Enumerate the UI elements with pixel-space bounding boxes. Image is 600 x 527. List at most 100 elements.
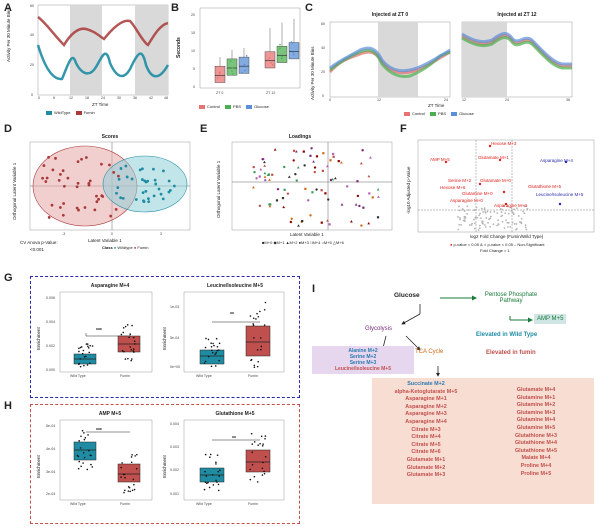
g-plot1-ylabel: Enrichment (36, 327, 41, 350)
c-xtick-l1: 12 (377, 98, 381, 102)
i-tca-right-item: Glutamine M+1 (516, 394, 556, 401)
h2-ytick-1: 0.002 (170, 468, 179, 472)
f-label-4: Serine M+2 (448, 178, 472, 183)
a-xtick-4: 24 (101, 96, 105, 100)
c-legend-glucose: Glucose (459, 111, 474, 116)
f-legend-1: p-value < 0.05 & (453, 242, 483, 247)
h2-ytick-0: 0.001 (170, 492, 179, 496)
d-legend-fumin: Fumin (137, 245, 149, 250)
f-legend-2: p-value < 0.05 – Non-Significant (487, 242, 545, 247)
i-glyco-2: Serine M+3 (349, 360, 377, 366)
i-tca-left-item: alpha-Ketoglutarate M+5 (394, 388, 458, 395)
panel-h-box (30, 404, 300, 524)
night-band-2 (135, 5, 168, 95)
i-tca-right-item: Glutamine M+4 (516, 417, 556, 424)
f-label-1: AMP M+5 (430, 157, 450, 162)
i-tca-box (372, 378, 594, 504)
panel-letter-a: A (4, 2, 12, 14)
panel-d-legend: Class ● Wildtype ● Fumin (102, 245, 149, 250)
f-label-7: Glutamine M+0 (462, 191, 493, 196)
panel-d-plot (29, 141, 191, 231)
i-tca-right-item: Glutamine M+5 (516, 424, 556, 431)
panel-letter-f: F (400, 123, 407, 135)
h-plot1-ylabel: Enrichment (36, 455, 41, 478)
panel-b-plot (199, 7, 301, 89)
g-plot2 (183, 291, 285, 373)
panel-letter-h: H (4, 400, 12, 412)
g1-ytick-1: 0.002 (46, 344, 55, 348)
i-tca-right-item: Proline M+5 (520, 470, 552, 477)
i-tca: TCA Cycle (415, 349, 444, 355)
i-tca-right-item: Glutathione M+3 (514, 432, 558, 439)
c-xtick-l2: 24 (444, 98, 448, 102)
g2-cat-0: Wild Type (196, 374, 212, 378)
b-xtick-zt0: ZT 0 (216, 91, 224, 95)
g2-ytick-0: 0e+00 (170, 365, 181, 369)
panel-b-ylabel: Seconds (176, 37, 182, 58)
g1-cat-1: Fumin (120, 374, 130, 378)
panel-c-title-right: Injected at ZT 12 (497, 12, 537, 18)
h-plot2 (183, 419, 285, 501)
f-label-2: Glutamate M+1 (478, 155, 509, 160)
h2-ytick-3: 0.004 (170, 422, 179, 426)
h1-ytick-1: 3e-04 (46, 470, 56, 474)
legend-wildtype: WildType (54, 110, 71, 115)
i-tca-left-item: Asparagine M+4 (405, 418, 447, 425)
e-legend-m4: M+4 (312, 240, 321, 245)
panel-c-right-plot (461, 21, 573, 98)
h1-ytick-0: 2e-04 (46, 492, 56, 496)
panel-d-xlabel: Latent Variable 1 (88, 238, 122, 243)
c-xtick-l0: 0 (329, 98, 331, 102)
a-ytick-1: 20 (30, 63, 34, 67)
d-xtick-2: 3 (160, 232, 162, 236)
i-glycolysis: Glycolysis (365, 326, 393, 332)
i-tca-left-item: Citrate M+4 (411, 434, 441, 441)
g-plot1-title: Asparagine M+4 (90, 283, 130, 289)
g2-ytick-2: 1e-03 (170, 305, 180, 309)
i-tca-right-item: Malate M+4 (521, 455, 551, 462)
c-ytick-3: 60 (321, 22, 325, 26)
i-glucose: Glucose (394, 292, 420, 299)
a-xtick-1: 6 (53, 96, 55, 100)
b-box-pbs-1 (276, 45, 288, 63)
b-ytick-4: 20 (191, 13, 195, 17)
legend-control: Control (207, 104, 220, 109)
panel-d-ylabel: Orthogonal Latent Variable 1 (12, 162, 17, 220)
i-glyco-1: Serine M+2 (349, 354, 377, 360)
panel-letter-g: G (4, 272, 13, 284)
h2-fumin-box (245, 449, 271, 473)
c-xtick-r1: 24 (505, 98, 509, 102)
c-legend-pbs: PBS (438, 111, 447, 116)
a-xtick-0: 0 (38, 96, 40, 100)
c-ytick-1: 20 (321, 70, 325, 74)
c-xtick-r0: 12 (462, 98, 466, 102)
c-xtick-r2: 36 (566, 98, 570, 102)
e-legend-m3: M+3 (300, 240, 309, 245)
g1-ytick-2: 0.004 (46, 320, 55, 324)
panel-e-legend: ■M+0 ◆M+1 ▲M+2 ●M+3 □M+4 ○M+5 △M+6 (262, 240, 344, 245)
panel-g-box (30, 276, 300, 398)
a-xtick-6: 36 (133, 96, 137, 100)
g-plot2-ylabel: Enrichment (162, 327, 167, 350)
b-ytick-2: 10 (191, 49, 195, 53)
g-plot2-title: Leucine/Isoleucine M+5 (207, 283, 263, 289)
legend-class-title: Class (102, 245, 113, 250)
i-tca-left-item: Glutamate M+1 (406, 456, 446, 463)
i-tca-right-item: Glutamate M+4 (516, 387, 556, 393)
wildtype-ellipse (102, 155, 188, 213)
f-label-11: Asparagine M+3 (494, 203, 527, 208)
h1-cat-0: Wild Type (70, 502, 86, 506)
f-label-10: Leucine/Isoleucine M+5 (536, 192, 584, 197)
panel-a-xlabel: ZT Time (92, 102, 109, 107)
e-legend-m0: M+0 (264, 240, 273, 245)
b-ytick-0: 0 (193, 85, 195, 89)
g1-ytick-3: 0.006 (46, 296, 55, 300)
a-xtick-3: 18 (85, 96, 89, 100)
f-label-8: Asparagine M+0 (450, 198, 483, 203)
h1-ytick-2: 4e-04 (46, 447, 56, 451)
panel-a-plot (36, 4, 170, 96)
panel-d-note2: <0.001 (30, 247, 44, 252)
c-legend-control: Control (412, 111, 425, 116)
d-legend-wildtype: Wildtype (117, 245, 133, 250)
panel-letter-c: C (305, 2, 313, 14)
